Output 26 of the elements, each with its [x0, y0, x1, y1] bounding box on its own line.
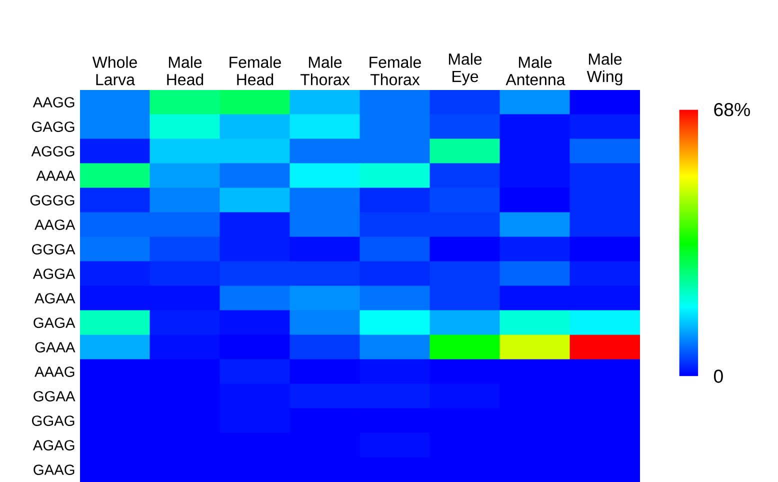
color-bar-label: 68% — [714, 102, 750, 116]
x-tick-label: Whole Larva — [92, 56, 137, 86]
x-tick-label: Female Head — [230, 56, 281, 86]
y-tick-label: AGAG — [32, 440, 74, 450]
y-tick-label: AAAA — [36, 170, 76, 181]
y-tick-label: GAGG — [32, 122, 74, 132]
y-tick-label: AAGA — [34, 220, 76, 230]
y-tick-label: GAAA — [35, 342, 76, 352]
x-tick-label: Male Head — [167, 56, 204, 86]
y-tick-label: AGAA — [34, 293, 76, 304]
y-tick-label: GGGG — [30, 195, 74, 206]
y-tick-label: GGAG — [32, 416, 74, 426]
x-tick-label: Male Antenna — [506, 56, 566, 86]
y-tick-label: AAGG — [32, 97, 74, 108]
color-bar-label: 0 — [714, 370, 723, 383]
x-tick-label: Male Eye — [448, 53, 482, 86]
y-tick-label: GAGA — [34, 318, 76, 328]
x-tick-label: Male Wing — [586, 53, 622, 86]
y-tick-label: GGGA — [32, 244, 76, 254]
x-tick-label: Male Thorax — [300, 56, 350, 86]
y-tick-label: GAAG — [34, 464, 74, 475]
y-tick-label: AGGA — [32, 268, 76, 279]
y-tick-label: AAAG — [34, 366, 74, 377]
y-tick-label: AGGG — [31, 146, 74, 156]
y-tick-label: GGAA — [34, 391, 76, 402]
x-tick-label: Female Thorax — [370, 56, 421, 86]
